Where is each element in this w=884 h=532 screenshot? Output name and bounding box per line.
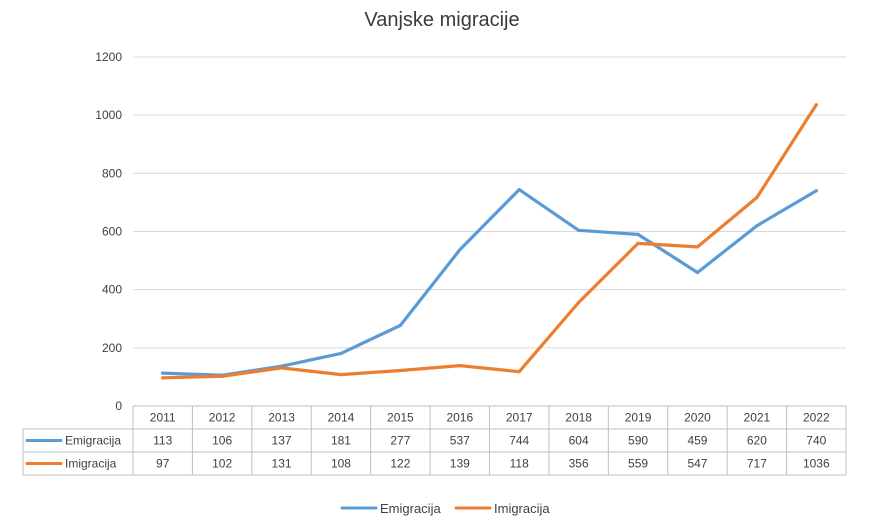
data-label: 106 <box>212 434 232 448</box>
legend: Emigracija Imigracija <box>340 501 550 516</box>
data-table: 2011 2012 2013 2014 2015 2016 2017 2018 2019 2020… <box>22 405 847 476</box>
x-tick-label: 2021 <box>744 411 771 425</box>
data-point <box>517 370 521 374</box>
data-point <box>161 376 165 380</box>
table-series-name: Emigracija <box>65 434 121 448</box>
x-tick-label: 2013 <box>268 411 295 425</box>
series-lines <box>161 103 818 380</box>
data-label: 122 <box>390 457 410 471</box>
data-label: 131 <box>272 457 292 471</box>
data-point <box>755 224 759 228</box>
data-label: 277 <box>390 434 410 448</box>
x-tick-label: 2015 <box>387 411 414 425</box>
data-label: 740 <box>806 434 826 448</box>
data-label: 118 <box>510 457 529 471</box>
legend-label: Emigracija <box>380 501 441 516</box>
data-point <box>755 195 759 200</box>
data-label: 459 <box>687 434 707 448</box>
x-tick-label: 2017 <box>506 411 533 425</box>
gridlines <box>133 56 846 349</box>
x-tick-label: 2011 <box>150 411 176 425</box>
data-point <box>458 363 462 368</box>
legend-label: Imigracija <box>494 501 550 516</box>
data-point <box>577 300 581 305</box>
y-tick-label: 1200 <box>95 50 122 64</box>
data-point <box>814 189 818 193</box>
chart-title: Vanjske migracije <box>364 9 519 31</box>
x-tick-label: 2012 <box>209 411 236 425</box>
x-tick-label: 2019 <box>625 411 652 425</box>
table-series-name: Imigracija <box>65 457 117 471</box>
y-tick-label: 0 <box>115 399 122 413</box>
data-label: 113 <box>153 434 172 448</box>
data-label: 97 <box>156 457 170 471</box>
data-label: 102 <box>212 457 232 471</box>
data-label: 559 <box>628 457 648 471</box>
y-tick-label: 600 <box>102 225 122 239</box>
data-point <box>814 103 818 107</box>
data-point <box>517 188 521 192</box>
y-tick-label: 1000 <box>95 108 122 122</box>
series-line <box>161 103 818 380</box>
y-tick-label: 200 <box>102 341 122 355</box>
data-point <box>577 228 581 232</box>
data-label: 139 <box>450 457 470 471</box>
data-label: 537 <box>450 434 470 448</box>
x-tick-label: 2018 <box>565 411 592 425</box>
data-label: 604 <box>569 434 589 448</box>
x-tick-label: 2016 <box>446 411 473 425</box>
data-point <box>279 366 284 370</box>
x-tick-label: 2020 <box>684 411 711 425</box>
data-point <box>636 232 640 237</box>
data-point <box>339 351 343 355</box>
data-point <box>458 248 462 252</box>
data-label: 181 <box>331 434 351 448</box>
data-label: 547 <box>687 457 707 471</box>
data-label: 356 <box>569 457 589 471</box>
data-point <box>398 368 402 373</box>
x-tick-label: 2022 <box>803 411 830 425</box>
data-label: 108 <box>331 457 351 471</box>
data-point <box>636 241 640 246</box>
data-point <box>695 270 700 275</box>
data-label: 137 <box>272 434 292 448</box>
data-point <box>398 323 402 328</box>
data-point <box>220 374 224 378</box>
data-label: 590 <box>628 434 648 448</box>
data-point <box>161 371 165 375</box>
data-point <box>695 245 700 249</box>
data-point <box>339 372 343 377</box>
data-label: 717 <box>747 457 767 471</box>
data-label: 1036 <box>803 457 830 471</box>
data-label: 620 <box>747 434 767 448</box>
y-axis-ticks: 0 200 400 600 800 1000 1200 <box>95 50 122 413</box>
y-tick-label: 400 <box>102 283 122 297</box>
data-label: 744 <box>509 434 529 448</box>
x-tick-label: 2014 <box>328 411 355 425</box>
y-tick-label: 800 <box>102 166 122 180</box>
